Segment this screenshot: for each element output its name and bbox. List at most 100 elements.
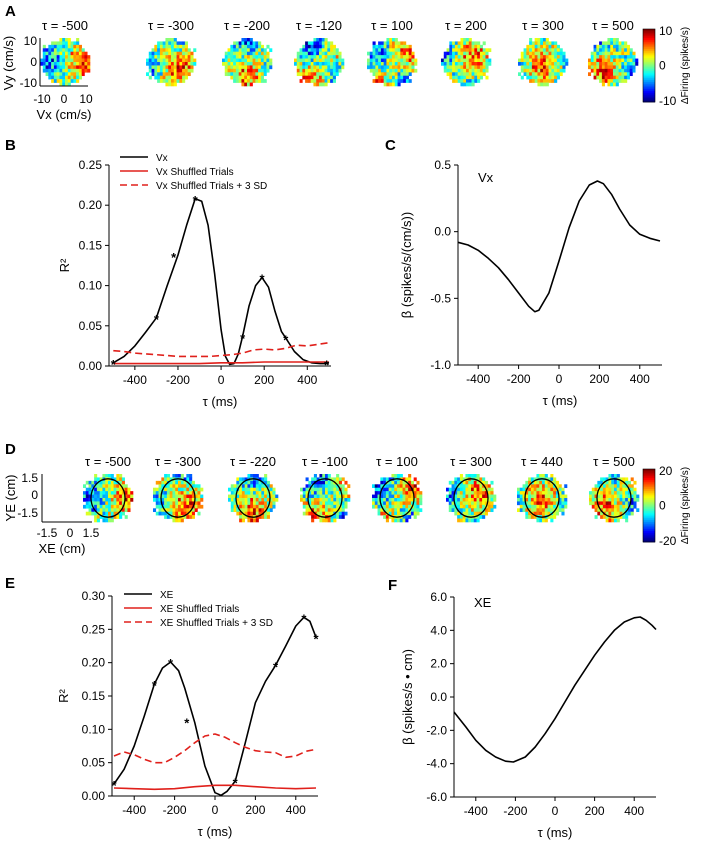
heatmap-cell (105, 480, 109, 485)
heatmap-cell (99, 484, 103, 489)
heatmap-row-d: τ = -500 τ = -300 τ = -220 τ = -100 τ = 100 τ… (83, 454, 691, 548)
heatmap-cell (479, 62, 483, 66)
heatmap-cell (258, 515, 262, 519)
heatmap-d-ytick: 0 (31, 488, 38, 502)
heatmap-cell (626, 72, 630, 77)
heatmap-cell (380, 498, 384, 502)
heatmap-cell (402, 501, 406, 506)
heatmap-cell (42, 51, 46, 56)
heatmap-cell (388, 508, 392, 513)
heatmap-cell (332, 48, 336, 53)
heatmap-cell (308, 501, 312, 506)
heatmap-cell (244, 477, 248, 482)
heatmap-cell (446, 72, 450, 77)
heatmap-cell (94, 498, 98, 502)
heatmap-cell (460, 68, 464, 73)
heatmap-cell (375, 62, 379, 66)
heatmap-cell (164, 501, 168, 506)
heatmap-cell (596, 55, 600, 59)
heatmap-cell (264, 491, 268, 495)
heatmap-cell (255, 498, 259, 502)
map-title: τ = -220 (230, 454, 276, 469)
heatmap-cell (410, 491, 414, 495)
heatmap-cell (544, 498, 548, 502)
heatmap-cell (59, 75, 63, 80)
heatmap-cell (600, 494, 604, 499)
heatmap-cell (338, 515, 342, 519)
y-tick-label: 0.25 (79, 158, 103, 172)
heatmap-cell (479, 501, 483, 506)
heatmap-cell (380, 41, 384, 46)
colorbar-segment (643, 96, 655, 99)
heatmap-cell (189, 491, 193, 495)
colorbar-segment (643, 58, 655, 61)
heatmap-cell (479, 508, 483, 513)
heatmap-cell (419, 494, 423, 499)
heatmap-cell (164, 515, 168, 519)
heatmap-cell (324, 65, 328, 70)
heatmap-cell (42, 55, 46, 59)
map-title: τ = -500 (42, 18, 88, 33)
heatmap-cell (394, 55, 398, 59)
heatmap-cell (162, 41, 166, 46)
heatmap-cell (451, 494, 455, 499)
heatmap-cell (255, 508, 259, 513)
heatmap-cell (87, 65, 91, 70)
colorbar-segment (643, 50, 655, 54)
heatmap-cell (91, 508, 95, 513)
heatmap-cell (618, 44, 622, 49)
heatmap-cell (632, 65, 636, 70)
heatmap-cell (517, 508, 521, 513)
heatmap-cell (151, 72, 155, 77)
heatmap-cell (327, 75, 331, 80)
heatmap-cell (540, 65, 544, 70)
heatmap-cell (153, 498, 157, 502)
heatmap-cell (255, 474, 259, 478)
heatmap-cell (543, 62, 547, 66)
heatmap-cell (154, 48, 158, 53)
heatmap-cell (336, 515, 340, 519)
heatmap-cell (482, 58, 486, 63)
heatmap-cell (457, 484, 461, 489)
heatmap-cell (189, 494, 193, 499)
heatmap-cell (235, 58, 239, 63)
heatmap-cell (241, 55, 245, 59)
heatmap-cell (316, 72, 320, 77)
heatmap-cell (413, 508, 417, 513)
heatmap-cell (452, 65, 456, 70)
heatmap-cell (471, 79, 475, 83)
heatmap-cell (332, 51, 336, 56)
heatmap-cell (405, 65, 409, 70)
chart-annotation: XE (474, 595, 492, 610)
heatmap-cell (528, 494, 532, 499)
heatmap-cell (180, 498, 184, 502)
heatmap-cell (405, 487, 409, 492)
heatmap-cell (386, 79, 390, 83)
heatmap-cell (330, 504, 334, 509)
heatmap-cell (344, 501, 348, 506)
heatmap-cell (154, 68, 158, 73)
heatmap-cell (244, 82, 248, 87)
heatmap-cell (540, 38, 544, 42)
heatmap-cell (400, 55, 404, 59)
heatmap-cell (249, 51, 253, 56)
heatmap-cell (247, 508, 251, 513)
heatmap-cell (530, 487, 534, 492)
heatmap-cell (186, 504, 190, 509)
heatmap-cell (473, 474, 477, 478)
heatmap-cell (241, 58, 245, 63)
heatmap-cell (611, 504, 615, 509)
heatmap-cell (241, 75, 245, 80)
heatmap-cell (183, 504, 187, 509)
heatmap-cell (296, 68, 300, 73)
heatmap-cell (255, 55, 259, 59)
heatmap-cell (266, 480, 270, 485)
heatmap-cell (70, 65, 74, 70)
heatmap-cell (261, 494, 265, 499)
heatmap-cell (451, 498, 455, 502)
heatmap-cell (392, 58, 396, 63)
colorbar-segment (643, 63, 655, 66)
heatmap-cell (561, 498, 565, 502)
heatmap-cell (402, 487, 406, 492)
heatmap-cell (249, 82, 253, 87)
